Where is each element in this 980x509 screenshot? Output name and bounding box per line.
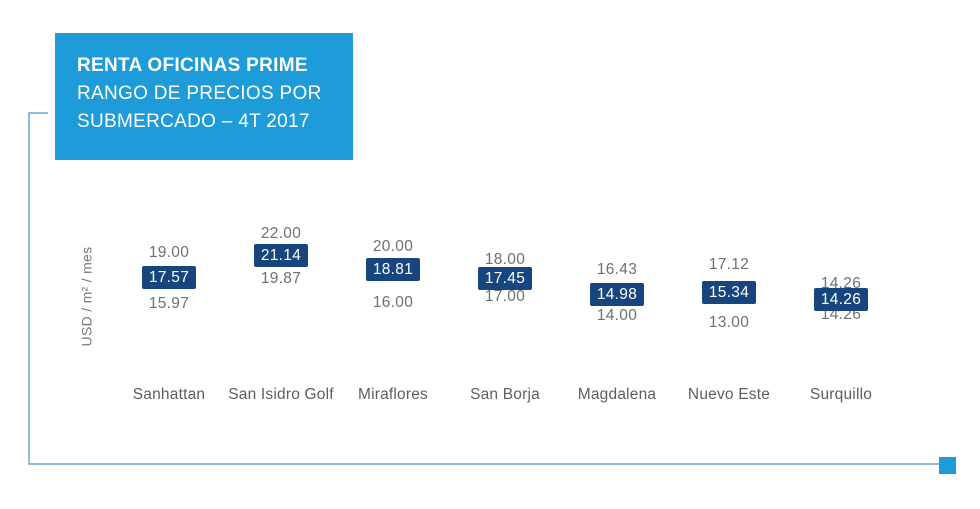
chart-title-box: RENTA OFICINAS PRIME RANGO DE PRECIOS PO… <box>55 33 353 160</box>
range-max-label: 16.43 <box>596 260 638 278</box>
average-price-box: 15.34 <box>702 280 756 304</box>
category-label: Magdalena <box>577 386 657 403</box>
decor-end-square <box>939 457 956 474</box>
range-min-label: 13.00 <box>708 313 750 331</box>
range-max-label: 18.00 <box>484 250 526 268</box>
range-max-label: 20.00 <box>372 237 414 255</box>
chart-title-line-1: RENTA OFICINAS PRIME <box>77 55 308 76</box>
category-label: San Isidro Golf <box>228 386 334 403</box>
decor-line-left <box>28 112 30 465</box>
category-label: Miraflores <box>357 386 429 403</box>
decor-line-bottom <box>28 463 939 465</box>
category-label: Surquillo <box>809 386 873 403</box>
range-min-label: 16.00 <box>372 294 414 312</box>
range-max-label: 22.00 <box>260 225 302 242</box>
decor-line-top-stub <box>28 112 48 114</box>
average-price-box: 21.14 <box>254 243 308 267</box>
range-max-label: 19.00 <box>148 244 190 262</box>
average-price-box: 14.98 <box>590 282 644 306</box>
average-price-box: 14.26 <box>814 287 868 311</box>
range-min-label: 17.00 <box>484 288 526 305</box>
range-max-label: 17.12 <box>708 256 750 274</box>
range-max-label: 14.26 <box>820 274 862 292</box>
average-price-box: 17.45 <box>478 267 532 291</box>
average-price-box: 18.81 <box>366 258 420 282</box>
range-min-label: 19.87 <box>260 269 302 287</box>
range-min-label: 14.00 <box>596 307 638 325</box>
y-axis-label: USD / m² / mes <box>78 246 95 347</box>
category-label: Nuevo Este <box>687 386 771 403</box>
range-min-label: 15.97 <box>148 294 190 312</box>
average-price-box: 17.57 <box>142 266 196 290</box>
chart-title-line-2: RANGO DE PRECIOS POR <box>77 83 322 104</box>
chart-title-line-3: SUBMERCADO – 4T 2017 <box>77 111 310 132</box>
category-label: Sanhattan <box>132 386 206 403</box>
category-label: San Borja <box>470 386 540 403</box>
